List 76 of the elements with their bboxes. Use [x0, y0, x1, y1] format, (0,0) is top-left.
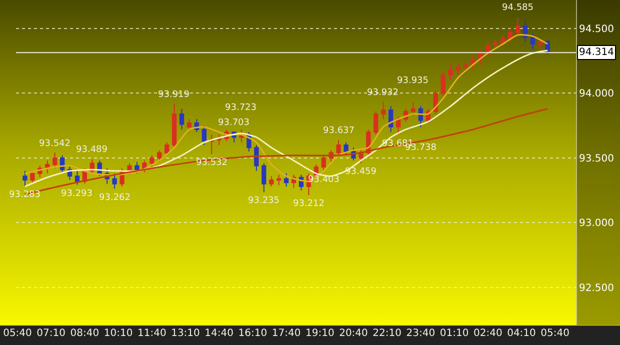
x-tick-label: 13:10: [171, 328, 200, 339]
ref-line-label: 94.314: [579, 47, 614, 58]
candlestick: [179, 108, 184, 130]
candlestick: [134, 161, 140, 174]
candlestick: [388, 106, 394, 133]
candlestick: [216, 134, 222, 146]
annotation: 93.459: [345, 167, 377, 177]
annotation: 93.637: [323, 126, 354, 136]
x-tick-label: 05:40: [540, 328, 570, 339]
annotation: 93.489: [76, 145, 108, 155]
candlestick: [22, 170, 28, 187]
candlestick: [538, 38, 542, 50]
candlestick: [530, 33, 536, 50]
candlestick: [410, 101, 416, 116]
x-tick-label: 10:10: [104, 328, 133, 339]
annotation: 93.919: [158, 90, 190, 100]
x-tick-label: 02:40: [473, 328, 502, 339]
annotation: 93.703: [218, 118, 250, 128]
annotation: 93.935: [397, 76, 428, 86]
y-tick-label: 92.500: [579, 282, 614, 294]
candlestick: [150, 154, 154, 168]
x-tick-label: 16:10: [238, 328, 268, 339]
x-tick-label: 08:40: [70, 328, 100, 339]
candlestick: [463, 59, 468, 74]
x-tick-label: 04:10: [507, 328, 536, 339]
x-tick-label: 14:40: [204, 328, 234, 339]
candlestick: [381, 102, 386, 120]
y-tick-label: 93.000: [579, 218, 614, 230]
candlestick: [522, 20, 528, 42]
annotation: 93.293: [61, 189, 92, 199]
candlestick: [374, 110, 378, 136]
x-tick-label: 17:40: [272, 328, 301, 339]
candlestick: [164, 142, 170, 156]
candlestick: [440, 72, 446, 96]
annotation: 93.932: [367, 88, 398, 98]
annotation: 93.262: [99, 193, 130, 203]
annotation: 93.532: [196, 158, 228, 168]
x-tick-label: 05:40: [3, 328, 32, 339]
candlestick: [493, 38, 498, 50]
annotation: 93.235: [248, 196, 280, 206]
candlestick: [52, 152, 58, 169]
candlestick: [172, 103, 177, 148]
x-tick-label: 11:40: [137, 328, 166, 339]
y-tick-label: 94.500: [579, 24, 614, 35]
annotation: 93.542: [39, 139, 70, 149]
x-tick-label: 22:10: [372, 328, 402, 339]
candlestick: [344, 142, 348, 156]
annotation: 93.723: [225, 103, 256, 113]
y-tick-label: 93.500: [579, 153, 614, 164]
annotation: 94.585: [502, 3, 534, 13]
candlestick: [321, 154, 326, 172]
candlestick: [456, 62, 460, 76]
annotation: 93.283: [9, 190, 40, 200]
candlestick: [336, 140, 341, 156]
candlestick: [284, 173, 289, 187]
x-tick-label: 23:40: [406, 328, 436, 339]
candlestick: [186, 118, 192, 130]
x-tick-label: 07:10: [36, 328, 66, 339]
candlestick: [74, 170, 80, 186]
annotation: 93.403: [308, 175, 340, 185]
annotation: 93.212: [293, 199, 324, 209]
x-tick-label: 19:10: [305, 328, 334, 339]
candlestick: [448, 64, 453, 81]
candlestick: [202, 125, 206, 146]
y-tick-label: 94.000: [579, 88, 614, 100]
candlestick: [396, 116, 401, 136]
candlestick: [112, 173, 117, 190]
candlestick: [30, 170, 35, 184]
candlestick: [157, 150, 162, 162]
candlestick: [254, 144, 259, 172]
candlestick: [276, 174, 282, 186]
x-tick-label: 01:10: [440, 328, 469, 339]
candlestick: [269, 176, 274, 187]
x-tick-label: 20:40: [339, 328, 368, 339]
candlestick: [515, 16, 520, 36]
candlestick: [262, 162, 266, 193]
